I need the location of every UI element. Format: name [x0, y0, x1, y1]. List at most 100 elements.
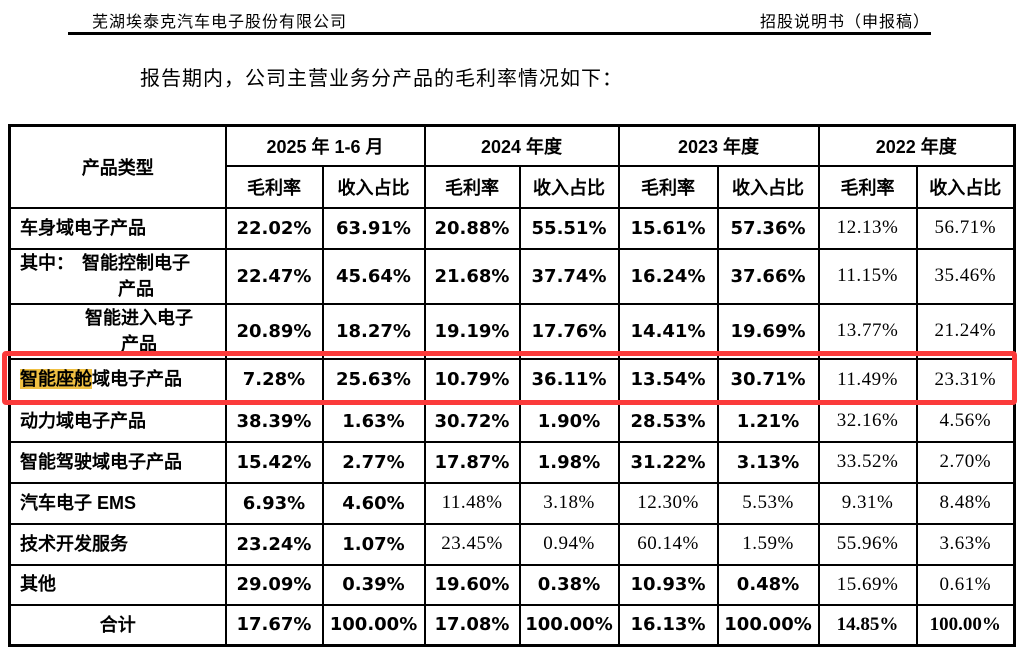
- row-label: 智能驾驶域电子产品: [8, 440, 227, 484]
- table-cell: 1.59%: [716, 522, 820, 566]
- table-cell: 28.53%: [617, 399, 719, 443]
- table-cell: 15.42%: [224, 440, 324, 484]
- table-cell: 35.46%: [915, 247, 1016, 305]
- table-cell: 17.87%: [423, 440, 521, 484]
- col-header-revenue-share: 收入占比: [915, 164, 1016, 209]
- table-row: 汽车电子 EMS 6.93% 4.60% 11.48% 3.18% 12.30%…: [8, 481, 1016, 525]
- table-row: 其中： 智能控制电子产品 22.47% 45.64% 21.68% 37.74% …: [8, 247, 1016, 305]
- table-cell: 29.09%: [224, 563, 324, 606]
- table-cell: 20.88%: [423, 206, 521, 250]
- table-cell: 100.00%: [518, 603, 620, 647]
- col-header-margin: 毛利率: [224, 164, 324, 209]
- table-cell: 55.51%: [518, 206, 620, 250]
- table-cell: 36.11%: [518, 357, 620, 402]
- col-header-margin: 毛利率: [817, 164, 918, 209]
- table-cell: 4.56%: [915, 399, 1016, 443]
- table-cell: 37.74%: [518, 247, 620, 305]
- gross-margin-table: 产品类型 2025 年 1-6 月 2024 年度 2023 年度 2022 年…: [8, 124, 1017, 647]
- table-cell: 13.54%: [617, 357, 719, 402]
- row-label: 车身域电子产品: [8, 206, 227, 250]
- table-row: 技术开发服务 23.24% 1.07% 23.45% 0.94% 60.14% …: [8, 522, 1016, 566]
- table-cell: 100.00%: [915, 603, 1016, 647]
- table-cell: 11.48%: [423, 481, 521, 525]
- table-row: 车身域电子产品 22.02% 63.91% 20.88% 55.51% 15.6…: [8, 206, 1016, 250]
- table-cell: 11.15%: [817, 247, 918, 305]
- table-cell: 1.90%: [518, 399, 620, 443]
- table-cell: 100.00%: [716, 603, 820, 647]
- table-cell: 12.13%: [817, 206, 918, 250]
- table-cell: 10.93%: [617, 563, 719, 606]
- doc-header-company: 芜湖埃泰克汽车电子股份有限公司: [92, 14, 348, 31]
- table-cell: 33.52%: [817, 440, 918, 484]
- table-cell: 23.24%: [224, 522, 324, 566]
- table-row: 智能进入电子产品 20.89% 18.27% 19.19% 17.76% 14.…: [8, 302, 1016, 360]
- table-header-row-metrics: 毛利率 收入占比 毛利率 收入占比 毛利率 收入占比 毛利率 收入占比: [10, 164, 1016, 209]
- table-row-total: 合计 17.67% 100.00% 17.08% 100.00% 16.13% …: [8, 603, 1016, 647]
- table-cell: 55.96%: [817, 522, 918, 566]
- table-cell: 8.48%: [915, 481, 1016, 525]
- row-label-text: 智能控制电子产品: [82, 252, 190, 299]
- table-cell: 15.61%: [617, 206, 719, 250]
- table-cell: 19.60%: [423, 563, 521, 606]
- table-row: 其他 29.09% 0.39% 19.60% 0.38% 10.93% 0.48…: [8, 563, 1016, 606]
- table-cell: 32.16%: [817, 399, 918, 443]
- table-cell: 37.66%: [716, 247, 820, 305]
- table-cell: 21.68%: [423, 247, 521, 305]
- table-cell: 9.31%: [817, 481, 918, 525]
- row-label-prefix: 其中：: [20, 252, 74, 273]
- table-row: 动力域电子产品 38.39% 1.63% 30.72% 1.90% 28.53%…: [8, 399, 1016, 443]
- row-label: 智能进入电子产品: [8, 302, 227, 360]
- table-cell: 1.21%: [716, 399, 820, 443]
- table-cell: 23.45%: [423, 522, 521, 566]
- row-label: 汽车电子 EMS: [8, 481, 227, 525]
- highlighted-keyword: 智能座舱: [20, 369, 92, 390]
- table-cell: 22.47%: [224, 247, 324, 305]
- table-cell: 30.71%: [716, 357, 820, 402]
- col-header-period-2022: 2022 年度: [817, 124, 1016, 167]
- table-cell: 38.39%: [224, 399, 324, 443]
- table-cell: 0.39%: [321, 563, 426, 606]
- table-cell: 23.31%: [915, 357, 1016, 402]
- table-cell: 1.98%: [518, 440, 620, 484]
- table-cell: 22.02%: [224, 206, 324, 250]
- table-cell: 1.63%: [321, 399, 426, 443]
- table-cell: 56.71%: [915, 206, 1016, 250]
- table-cell: 16.13%: [617, 603, 719, 647]
- table-cell: 60.14%: [617, 522, 719, 566]
- table-cell: 12.30%: [617, 481, 719, 525]
- table-cell: 3.13%: [716, 440, 820, 484]
- row-label: 动力域电子产品: [8, 399, 227, 443]
- col-header-product-type: 产品类型: [8, 124, 227, 209]
- table-cell: 2.77%: [321, 440, 426, 484]
- row-label: 技术开发服务: [8, 522, 227, 566]
- table-cell: 11.49%: [817, 357, 918, 402]
- table-cell: 14.41%: [617, 302, 719, 360]
- table-cell: 2.70%: [915, 440, 1016, 484]
- row-label-text: 智能进入电子产品: [85, 307, 193, 354]
- row-label-text: 域电子产品: [92, 369, 182, 390]
- table-row: 智能驾驶域电子产品 15.42% 2.77% 17.87% 1.98% 31.2…: [8, 440, 1016, 484]
- col-header-revenue-share: 收入占比: [716, 164, 820, 209]
- col-header-period-2023: 2023 年度: [617, 124, 820, 167]
- table-cell: 21.24%: [915, 302, 1016, 360]
- doc-header-doctype: 招股说明书（申报稿）: [759, 14, 930, 31]
- col-header-period-2024: 2024 年度: [423, 124, 620, 167]
- table-cell: 13.77%: [817, 302, 918, 360]
- col-header-revenue-share: 收入占比: [321, 164, 426, 209]
- table-cell: 17.76%: [518, 302, 620, 360]
- table-cell: 3.63%: [915, 522, 1016, 566]
- table-cell: 10.79%: [423, 357, 521, 402]
- table-cell: 0.48%: [716, 563, 820, 606]
- table-cell: 17.08%: [423, 603, 521, 647]
- col-header-margin: 毛利率: [423, 164, 521, 209]
- table-header-row-periods: 产品类型 2025 年 1-6 月 2024 年度 2023 年度 2022 年…: [8, 124, 1016, 209]
- table-cell: 30.72%: [423, 399, 521, 443]
- table-cell: 14.85%: [817, 603, 918, 647]
- table-cell: 45.64%: [321, 247, 426, 305]
- table-cell: 100.00%: [321, 603, 426, 647]
- header-rule: [68, 32, 931, 35]
- table-cell: 0.61%: [915, 563, 1016, 606]
- table-cell: 17.67%: [224, 603, 324, 647]
- col-header-margin: 毛利率: [617, 164, 719, 209]
- intro-paragraph: 报告期内，公司主营业务分产品的毛利率情况如下：: [140, 68, 623, 90]
